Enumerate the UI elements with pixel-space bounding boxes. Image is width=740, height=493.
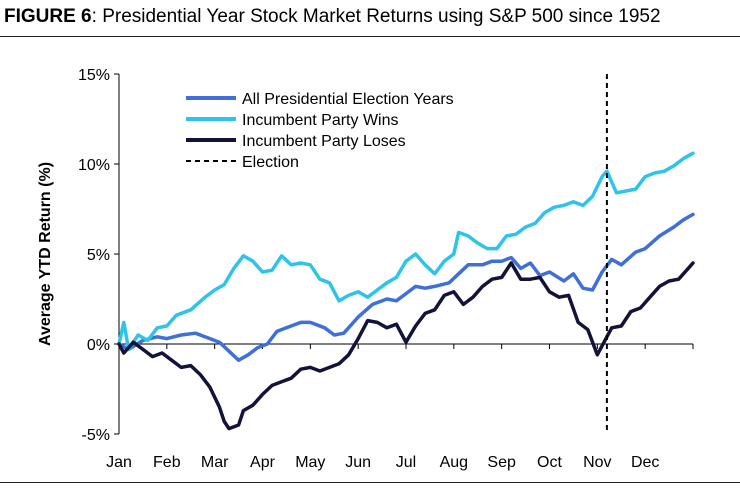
y-tick-label: 10% [78,157,110,174]
legend-label: Election [242,154,299,171]
figure-label: FIGURE 6 [4,6,92,27]
x-tick-label: Mar [201,454,229,471]
x-tick-label: Feb [153,454,181,471]
x-tick-label: Jul [396,454,416,471]
x-tick-label: Dec [631,454,659,471]
figure-colon: : [91,6,103,27]
legend-label: Incumbent Party Loses [242,133,406,150]
series-line [117,151,695,352]
axes: -5% 0% 5% 10% 15% Jan Feb Mar Apr May Jun Jul Aug Sep… [37,67,694,471]
bottom-rule [0,482,740,483]
y-tick-label: -5% [82,427,110,444]
x-tick-label: May [295,454,325,471]
y-tick-label: 15% [78,67,110,84]
y-tick-label: 0% [87,337,110,354]
x-tick-label: Jan [106,454,132,471]
x-tick-label: Oct [537,454,562,471]
figure-title-text: Presidential Year Stock Market Returns u… [102,6,661,27]
figure-title: FIGURE 6: Presidential Year Stock Market… [4,6,661,28]
series-layer [117,74,695,434]
y-tick-label: 5% [87,247,110,264]
x-tick-label: Nov [583,454,611,471]
legend-label: Incumbent Party Wins [242,112,399,129]
x-tick-label: Jun [345,454,371,471]
x-tick-label: Aug [440,454,468,471]
series-line [117,212,695,362]
x-tick-label: Apr [250,454,276,471]
x-tick-label: Sep [487,454,516,471]
legend-label: All Presidential Election Years [242,91,454,108]
legend: All Presidential Election Years Incumbent… [186,91,454,171]
series-line [117,261,695,431]
top-rule [0,36,740,37]
y-axis-title: Average YTD Return (%) [37,162,54,346]
